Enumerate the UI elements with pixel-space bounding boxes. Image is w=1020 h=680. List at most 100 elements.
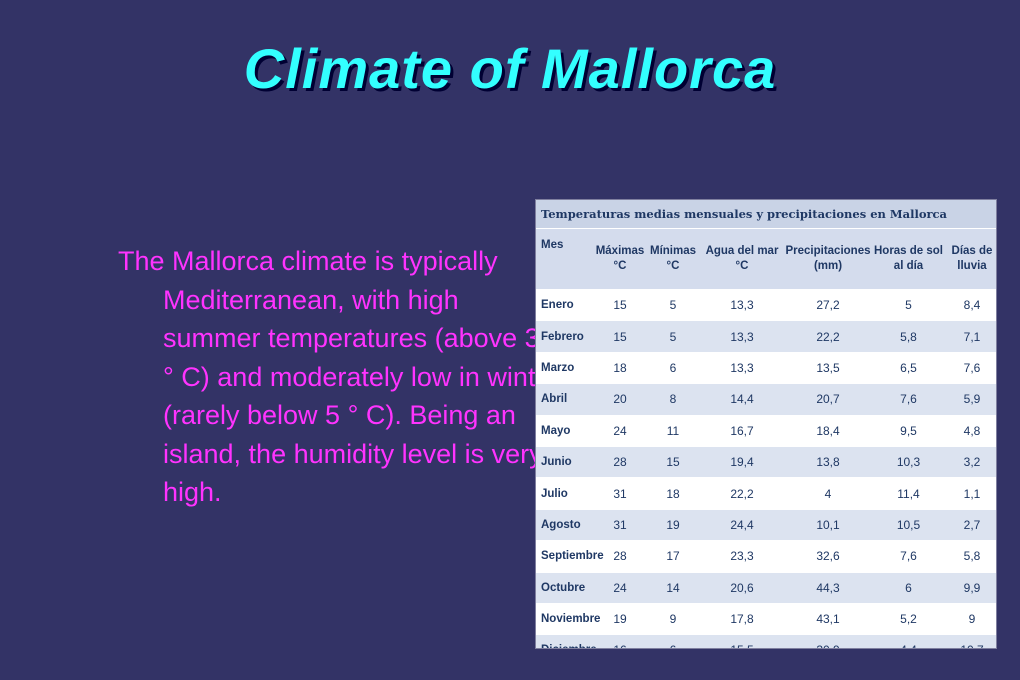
value-cell: 14: [647, 572, 699, 604]
value-cell: 23,3: [699, 540, 785, 573]
slide-title: Climate of Mallorca: [243, 37, 777, 100]
value-cell: 18: [647, 477, 699, 510]
value-cell: 8,4: [946, 289, 996, 322]
value-cell: 4,4: [871, 634, 946, 648]
value-cell: 44,3: [785, 572, 871, 604]
value-cell: 30,9: [785, 634, 871, 648]
month-cell: Agosto: [536, 509, 593, 542]
table-row: Mayo 24 11 16,7 18,4 9,5 4,8: [536, 415, 996, 447]
month-cell: Julio: [536, 477, 593, 510]
value-cell: 24: [593, 415, 647, 447]
value-cell: 10,3: [871, 446, 946, 479]
value-cell: 18: [593, 352, 647, 385]
value-cell: 16,7: [699, 415, 785, 447]
value-cell: 27,2: [785, 289, 871, 322]
value-cell: 10,1: [785, 509, 871, 542]
value-cell: 10,5: [871, 509, 946, 542]
table-row: Agosto 31 19 24,4 10,1 10,5 2,7: [536, 509, 996, 542]
table-row: Septiembre 28 17 23,3 32,6 7,6 5,8: [536, 540, 996, 573]
value-cell: 19: [593, 603, 647, 636]
month-cell: Diciembre: [536, 634, 597, 648]
month-cell: Marzo: [536, 352, 593, 385]
value-cell: 2,7: [946, 509, 996, 542]
table-body: Enero 15 5 13,3 27,2 5 8,4 Febrero 15 5 13,3 22,2 5,…: [536, 289, 996, 648]
value-cell: 15: [593, 320, 647, 353]
table-row: Marzo 18 6 13,3 13,5 6,5 7,6: [536, 352, 996, 385]
value-cell: 6: [647, 352, 699, 385]
value-cell: 5,2: [871, 603, 946, 636]
value-cell: 5,8: [871, 320, 946, 353]
month-cell: Mayo: [536, 415, 593, 447]
value-cell: 28: [593, 446, 647, 479]
month-cell: Octubre: [536, 572, 593, 604]
value-cell: 11,4: [871, 477, 946, 510]
value-cell: 24,4: [699, 509, 785, 542]
header-cell: Máximas °C: [593, 229, 647, 290]
value-cell: 18,4: [785, 415, 871, 447]
value-cell: 8: [647, 383, 699, 416]
month-cell: Enero: [536, 289, 593, 322]
value-cell: 19,4: [699, 446, 785, 479]
climate-table: Mes Máximas °C Mínimas °C Agua del mar °…: [536, 229, 996, 648]
value-cell: 6,5: [871, 352, 946, 385]
value-cell: 31: [593, 477, 647, 510]
value-cell: 4: [785, 477, 871, 510]
value-cell: 11: [647, 415, 699, 447]
header-cell: Días de lluvia: [946, 229, 996, 290]
value-cell: 13,8: [785, 446, 871, 479]
header-cell: Mínimas °C: [647, 229, 699, 290]
value-cell: 31: [593, 509, 647, 542]
value-cell: 9,9: [946, 572, 996, 604]
value-cell: 5: [647, 289, 699, 322]
value-cell: 20,7: [785, 383, 871, 416]
value-cell: 9: [647, 603, 699, 636]
table-row: Abril 20 8 14,4 20,7 7,6 5,9: [536, 383, 996, 416]
climate-table-image: Temperaturas medias mensuales y precipit…: [535, 199, 997, 649]
slide-body-text: The Mallorca climate is typically Medite…: [118, 246, 560, 507]
table-row: Junio 28 15 19,4 13,8 10,3 3,2: [536, 446, 996, 479]
value-cell: 13,3: [699, 289, 785, 322]
month-cell: Abril: [536, 383, 593, 416]
value-cell: 17,8: [699, 603, 785, 636]
value-cell: 4,8: [946, 415, 996, 447]
table-row: Julio 31 18 22,2 4 11,4 1,1: [536, 477, 996, 510]
value-cell: 7,1: [946, 320, 996, 353]
value-cell: 15: [647, 446, 699, 479]
month-cell: Septiembre: [536, 540, 604, 573]
month-cell: Noviembre: [536, 603, 600, 636]
month-cell: Junio: [536, 446, 593, 479]
value-cell: 14,4: [699, 383, 785, 416]
value-cell: 13,5: [785, 352, 871, 385]
value-cell: 6: [647, 634, 699, 648]
value-cell: 10,7: [946, 634, 996, 648]
value-cell: 1,1: [946, 477, 996, 510]
value-cell: 15: [593, 289, 647, 322]
value-cell: 5: [647, 320, 699, 353]
value-cell: 13,3: [699, 352, 785, 385]
value-cell: 13,3: [699, 320, 785, 353]
value-cell: 5,8: [946, 540, 996, 573]
value-cell: 3,2: [946, 446, 996, 479]
value-cell: 20: [593, 383, 647, 416]
value-cell: 7,6: [871, 383, 946, 416]
month-cell: Febrero: [536, 320, 593, 353]
value-cell: 5,9: [946, 383, 996, 416]
header-cell: Agua del mar °C: [699, 229, 785, 290]
table-row: Octubre 24 14 20,6 44,3 6 9,9: [536, 572, 996, 604]
value-cell: 16: [593, 634, 647, 648]
value-cell: 9,5: [871, 415, 946, 447]
value-cell: 24: [593, 572, 647, 604]
header-cell: Mes: [536, 229, 593, 290]
value-cell: 5: [871, 289, 946, 322]
value-cell: 28: [593, 540, 647, 573]
value-cell: 7,6: [871, 540, 946, 573]
table-row: Diciembre16615,530,94,410,7: [536, 634, 996, 648]
table-row: Noviembre 19 9 17,8 43,1 5,2 9: [536, 603, 996, 636]
table-caption: Temperaturas medias mensuales y precipit…: [536, 200, 996, 229]
value-cell: 22,2: [699, 477, 785, 510]
value-cell: 15,5: [699, 634, 785, 648]
header-cell: Horas de sol al día: [871, 229, 946, 290]
value-cell: 20,6: [699, 572, 785, 604]
table-row: Febrero 15 5 13,3 22,2 5,8 7,1: [536, 320, 996, 353]
table-row: Enero 15 5 13,3 27,2 5 8,4: [536, 289, 996, 322]
